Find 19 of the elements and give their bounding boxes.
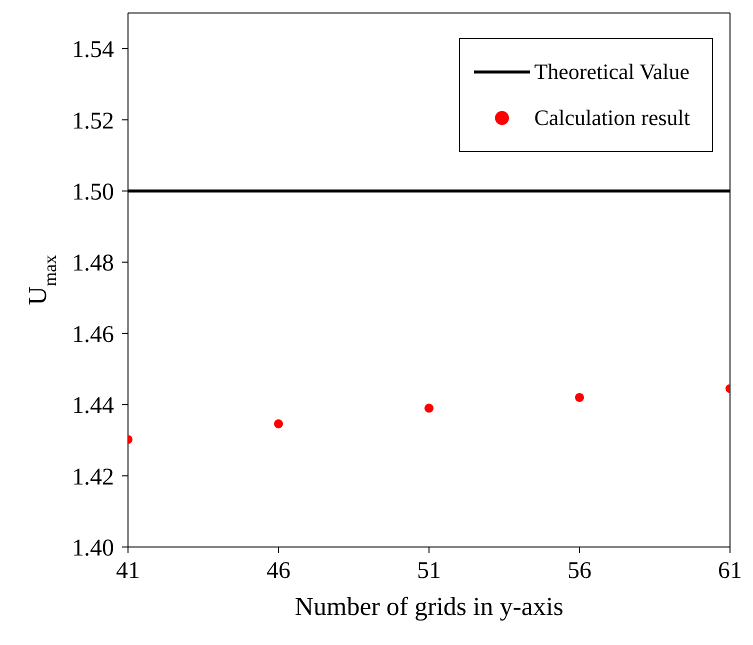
x-axis-title: Number of grids in y-axis bbox=[294, 592, 564, 621]
y-tick-label: 1.40 bbox=[72, 536, 114, 562]
y-tick-label: 1.46 bbox=[72, 322, 114, 348]
y-tick-label: 1.54 bbox=[72, 37, 114, 64]
y-tick-label: 1.48 bbox=[72, 250, 114, 277]
y-tick-label: 1.52 bbox=[72, 108, 114, 134]
x-tick-label: 46 bbox=[266, 558, 290, 584]
point bbox=[574, 392, 584, 402]
legend-label: Calculation result bbox=[534, 105, 690, 131]
y-tick-label: 1.42 bbox=[72, 464, 114, 490]
x-tick-label: 56 bbox=[568, 558, 592, 584]
legend-label: Theoretical Value bbox=[534, 59, 690, 85]
y-tick-label: 1.44 bbox=[72, 393, 114, 420]
point bbox=[274, 419, 284, 428]
point bbox=[424, 404, 434, 413]
y-tick-label: 1.50 bbox=[72, 180, 114, 206]
x-tick-label: 51 bbox=[417, 558, 441, 584]
x-tick-label: 61 bbox=[718, 558, 742, 584]
x-tick-label: 41 bbox=[116, 558, 140, 584]
